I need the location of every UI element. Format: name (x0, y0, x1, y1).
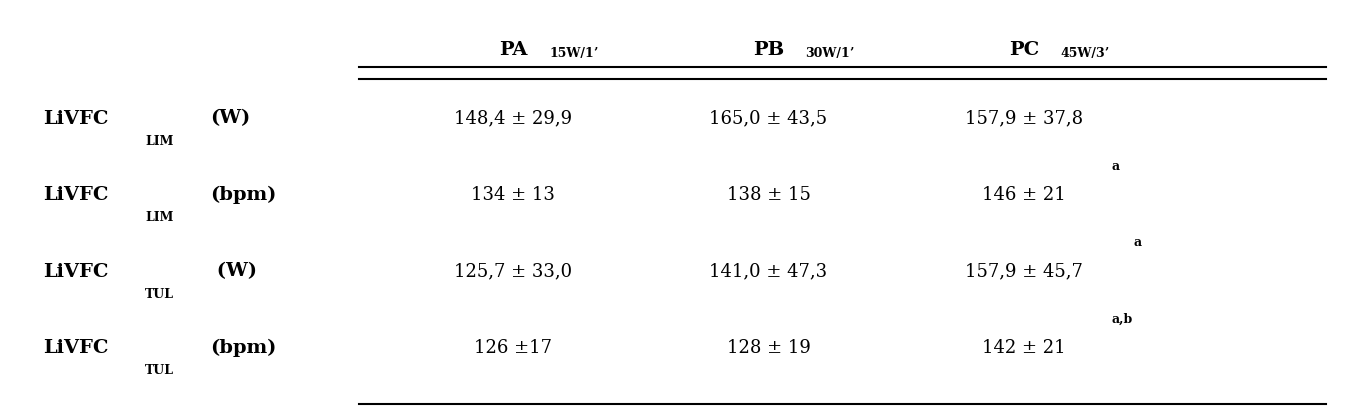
Text: LiVFC: LiVFC (43, 339, 108, 357)
Text: 128 ± 19: 128 ± 19 (727, 339, 811, 357)
Text: 157,9 ± 45,7: 157,9 ± 45,7 (965, 263, 1083, 280)
Text: a: a (1135, 236, 1143, 249)
Text: 134 ± 13: 134 ± 13 (471, 186, 556, 204)
Text: LIM: LIM (146, 135, 174, 148)
Text: a: a (1112, 160, 1120, 173)
Text: TUL: TUL (146, 288, 174, 301)
Text: PC: PC (1009, 41, 1039, 59)
Text: (bpm): (bpm) (209, 339, 277, 357)
Text: PA: PA (499, 41, 527, 59)
Text: (W): (W) (209, 263, 256, 280)
Text: TUL: TUL (146, 364, 174, 377)
Text: 148,4 ± 29,9: 148,4 ± 29,9 (455, 109, 572, 127)
Text: 141,0 ± 47,3: 141,0 ± 47,3 (710, 263, 827, 280)
Text: 30W/1ʼ: 30W/1ʼ (805, 47, 854, 60)
Text: LiVFC: LiVFC (43, 109, 108, 127)
Text: 157,9 ± 37,8: 157,9 ± 37,8 (965, 109, 1083, 127)
Text: 15W/1ʼ: 15W/1ʼ (549, 47, 599, 60)
Text: a,b: a,b (1112, 313, 1132, 326)
Text: LIM: LIM (146, 211, 174, 224)
Text: PB: PB (753, 41, 784, 59)
Text: 142 ± 21: 142 ± 21 (982, 339, 1066, 357)
Text: 138 ± 15: 138 ± 15 (727, 186, 811, 204)
Text: LiVFC: LiVFC (43, 263, 108, 280)
Text: (bpm): (bpm) (209, 186, 277, 204)
Text: 125,7 ± 33,0: 125,7 ± 33,0 (455, 263, 572, 280)
Text: 146 ± 21: 146 ± 21 (982, 186, 1066, 204)
Text: 45W/3ʼ: 45W/3ʼ (1060, 47, 1109, 60)
Text: LiVFC: LiVFC (43, 186, 108, 204)
Text: 126 ±17: 126 ±17 (475, 339, 552, 357)
Text: (W): (W) (209, 109, 250, 127)
Text: 165,0 ± 43,5: 165,0 ± 43,5 (710, 109, 827, 127)
